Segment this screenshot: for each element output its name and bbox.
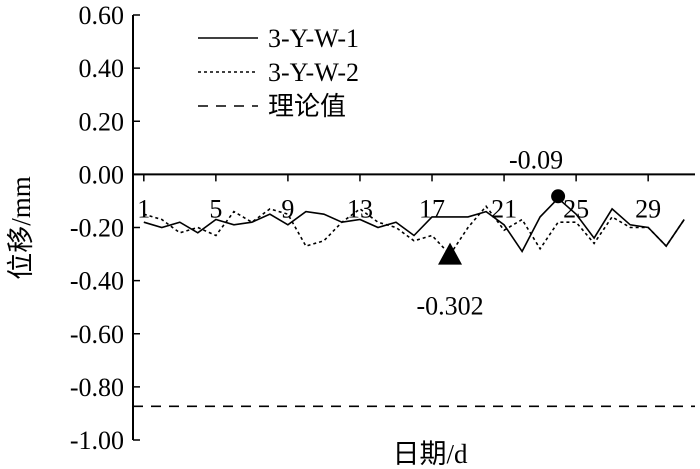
tick-group: -1.00 -0.80 -0.60 -0.40 -0.20 0.00 0.20 0.40 0.6… [70, 1, 661, 455]
y-tick-label: 0.00 [79, 160, 125, 189]
x-tick-label: 17 [419, 194, 445, 223]
series-line-1 [144, 198, 684, 251]
max-point-marker [551, 189, 565, 203]
y-axis-label: 位移/mm [6, 176, 36, 280]
legend-label-1: 3-Y-W-1 [268, 24, 359, 53]
min-point-label: -0.302 [416, 292, 483, 321]
min-point-marker [438, 243, 462, 265]
x-tick-label: 25 [563, 194, 589, 223]
max-point-label: -0.09 [509, 145, 563, 174]
y-tick-label: -0.80 [70, 373, 124, 402]
x-tick-label: 29 [635, 194, 661, 223]
y-tick-label: -0.40 [70, 267, 124, 296]
legend: 3-Y-W-1 3-Y-W-2 理论值 [198, 24, 359, 121]
annotation-group: -0.09 -0.302 [416, 145, 565, 320]
y-tick-label: -0.20 [70, 214, 124, 243]
legend-label-3: 理论值 [268, 92, 346, 121]
series-group [133, 198, 695, 406]
x-tick-label: 9 [281, 194, 294, 223]
y-tick-label: -1.00 [70, 426, 124, 455]
axes [133, 15, 695, 440]
x-axis-label: 日期/d [392, 439, 468, 469]
y-tick-label: 0.60 [79, 1, 125, 30]
legend-label-2: 3-Y-W-2 [268, 58, 359, 87]
y-tick-label: 0.40 [79, 54, 125, 83]
y-tick-label: 0.20 [79, 107, 125, 136]
y-tick-label: -0.60 [70, 320, 124, 349]
series-line-2 [144, 206, 684, 254]
x-tick-label: 1 [137, 194, 150, 223]
